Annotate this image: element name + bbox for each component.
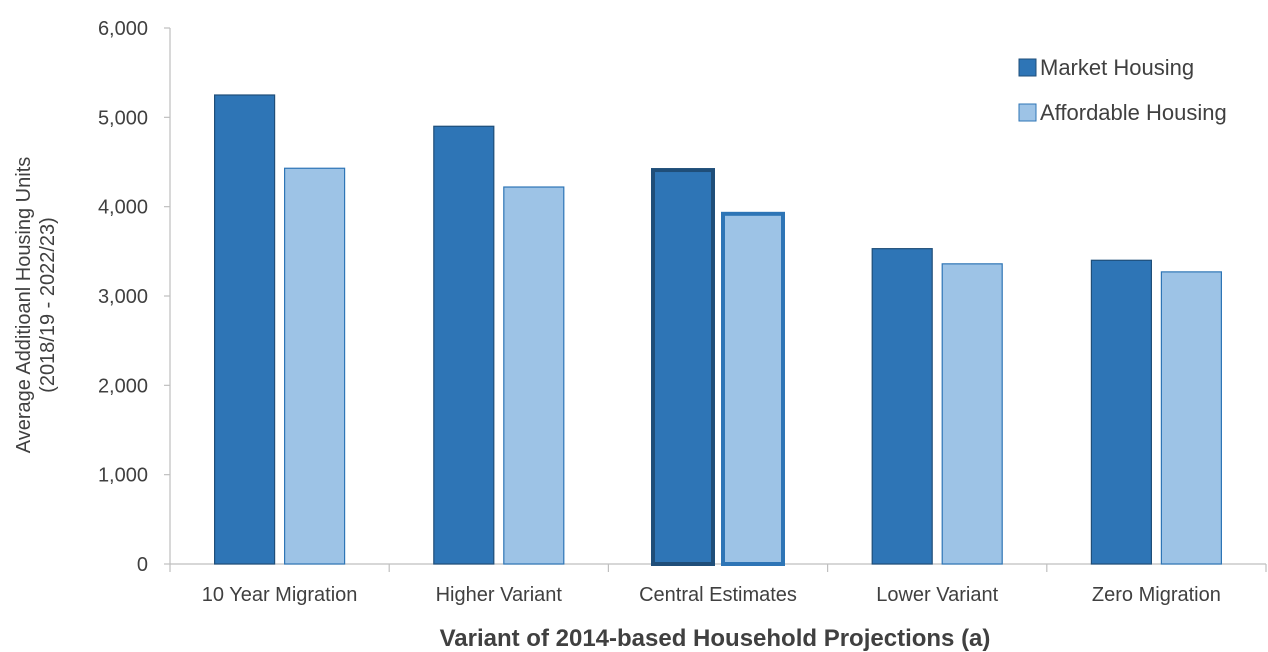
x-tick-label: Central Estimates [639,584,797,606]
bar-market-housing-higher-variant [433,125,495,565]
x-tick-label: 10 Year Migration [202,584,358,606]
bar-market-housing-zero-migration [1090,259,1153,565]
legend-label-affordable-housing: Affordable Housing [1040,100,1227,125]
x-tick-label: Lower Variant [876,584,998,606]
y-tick-label: 3,000 [98,286,148,308]
legend-swatch-affordable-housing [1018,103,1037,122]
y-tick-label: 2,000 [98,375,148,397]
x-axis-title: Variant of 2014-based Household Projecti… [440,625,991,652]
bar-affordable-housing-central-estimates [721,211,785,567]
y-tick-label: 1,000 [98,465,148,487]
bar-affordable-housing-10-year-migration [284,167,346,565]
y-tick-label: 0 [137,554,148,576]
x-tick-label: Zero Migration [1092,584,1221,606]
bar-market-housing-10-year-migration [214,94,276,565]
bar-affordable-housing-higher-variant [503,186,565,565]
legend: Market Housing Affordable Housing [1018,55,1227,125]
bar-market-housing-central-estimates [651,168,715,566]
bar-affordable-housing-zero-migration [1160,271,1223,565]
x-tick-label: Higher Variant [436,584,563,606]
y-axis-label: Average Additioanl Housing Units (2018/1… [13,157,59,453]
y-tick-label: 6,000 [98,18,148,40]
legend-label-market-housing: Market Housing [1040,55,1194,80]
y-tick-label: 4,000 [98,197,148,219]
bar-affordable-housing-lower-variant [941,263,1003,565]
bar-market-housing-lower-variant [871,248,933,565]
legend-swatch-market-housing [1018,58,1037,77]
y-axis-title-line1: Average Additioanl Housing Units [13,157,35,453]
y-axis: 0 1,000 2,000 3,000 4,000 5,000 6,000 [98,18,171,576]
y-tick-label: 5,000 [98,107,148,129]
y-axis-title-line2: (2018/19 - 2022/23) [37,217,59,393]
x-axis: 10 Year Migration Higher Variant Central E… [169,563,1267,606]
bars [214,94,1223,567]
